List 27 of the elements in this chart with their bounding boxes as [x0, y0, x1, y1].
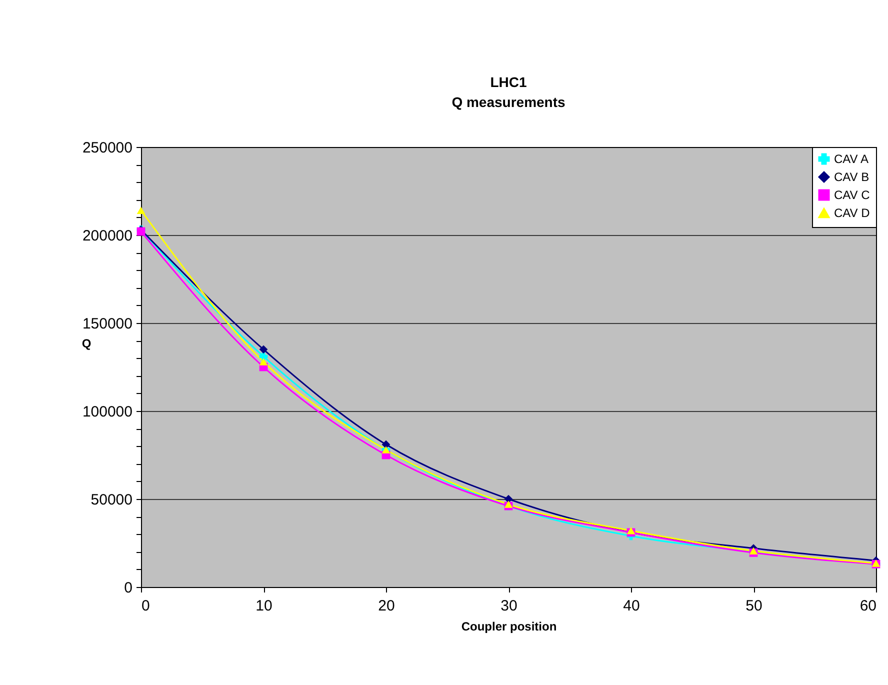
legend-label: CAV D [834, 206, 870, 220]
x-tick-label: 0 [142, 598, 150, 614]
x-tick-label: 20 [378, 598, 395, 614]
x-axis-title: Coupler position [461, 620, 557, 634]
y-axis-title: Q [82, 336, 92, 350]
legend-label: CAV A [834, 152, 868, 166]
y-tick-label: 150000 [82, 316, 132, 332]
y-tick-label: 50000 [90, 492, 132, 508]
x-tick-label: 50 [746, 598, 762, 614]
x-tick-label: 10 [256, 598, 272, 614]
point [259, 345, 268, 354]
y-tick-label: 250000 [82, 140, 132, 156]
y-tick-label: 100000 [82, 404, 132, 420]
point [382, 440, 390, 449]
point [259, 358, 268, 366]
point [504, 500, 513, 508]
legend-label: CAV C [834, 188, 870, 202]
y-tick-label: 0 [124, 580, 132, 596]
x-tick-label: 60 [860, 598, 876, 614]
chart-subtitle: Q measurements [452, 94, 566, 110]
x-tick-label: 30 [500, 598, 518, 614]
point [626, 527, 636, 534]
x-tick-label: 40 [623, 598, 640, 614]
legend-label: CAV B [834, 170, 870, 184]
point [136, 206, 146, 214]
y-tick-label: 200000 [82, 228, 132, 244]
chart-title: LHC1 [490, 74, 527, 90]
